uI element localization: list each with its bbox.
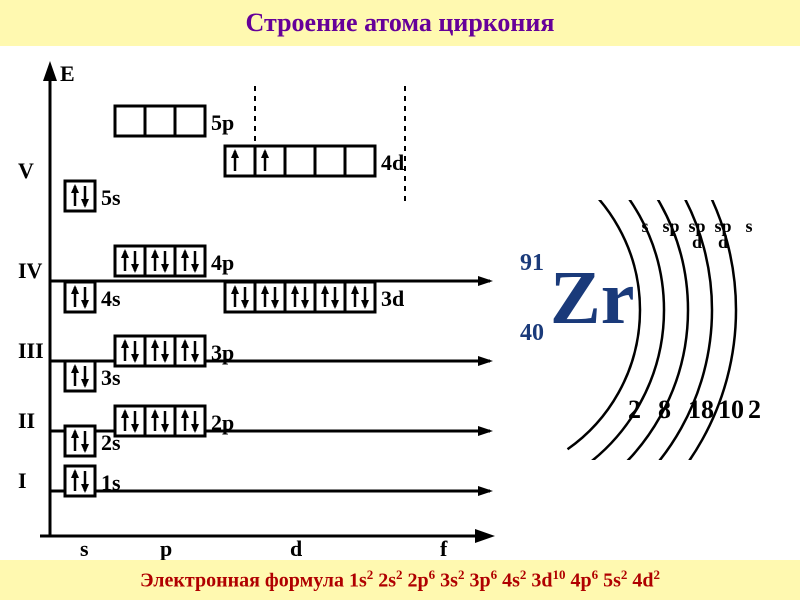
- svg-text:I: I: [18, 468, 27, 493]
- shell-sublevel-label: spd: [687, 218, 707, 250]
- svg-text:5s: 5s: [101, 185, 121, 210]
- svg-text:4p: 4p: [211, 250, 234, 275]
- shell-sublevel-label: sp: [661, 218, 681, 234]
- title-bar: Строение атома циркония: [0, 0, 800, 46]
- energy-level-diagram: EspdfIIIIIIIVV1s2s2p3s3p4s3d4p5s4d5p: [10, 46, 510, 560]
- electron-config-formula: Электронная формула 1s2 2s2 2p6 3s2 3p6 …: [140, 567, 660, 593]
- svg-text:5p: 5p: [211, 110, 234, 135]
- svg-text:4s: 4s: [101, 286, 121, 311]
- footer-bar: Электронная формула 1s2 2s2 2p6 3s2 3p6 …: [0, 560, 800, 600]
- svg-text:p: p: [160, 536, 172, 560]
- svg-text:2p: 2p: [211, 410, 234, 435]
- svg-text:V: V: [18, 158, 34, 183]
- shell-electron-count: 2: [748, 395, 761, 425]
- shell-sublevel-label: s: [739, 218, 759, 234]
- shell-electron-count: 2: [628, 395, 641, 425]
- svg-text:3d: 3d: [381, 286, 404, 311]
- atomic-number: 40: [520, 320, 544, 347]
- svg-text:3s: 3s: [101, 365, 121, 390]
- svg-text:4d: 4d: [381, 150, 404, 175]
- shell-electron-count: 8: [658, 395, 671, 425]
- svg-text:II: II: [18, 408, 35, 433]
- page-title: Строение атома циркония: [246, 8, 555, 38]
- svg-text:f: f: [440, 536, 448, 560]
- svg-text:III: III: [18, 338, 44, 363]
- element-shell-diagram: 91 Zr 40 s 2 sp 8 spd 18 spd 10 s 2: [510, 200, 780, 460]
- svg-text:3p: 3p: [211, 340, 234, 365]
- shell-sublevel-label: s: [635, 218, 655, 234]
- element-symbol: Zr: [550, 255, 634, 342]
- shell-electron-count: 10: [718, 395, 744, 425]
- svg-text:E: E: [60, 61, 75, 86]
- svg-text:d: d: [290, 536, 302, 560]
- shell-sublevel-label: spd: [713, 218, 733, 250]
- mass-number: 91: [520, 250, 544, 277]
- svg-text:s: s: [80, 536, 89, 560]
- svg-text:IV: IV: [18, 258, 43, 283]
- shell-electron-count: 18: [688, 395, 714, 425]
- svg-text:1s: 1s: [101, 470, 121, 495]
